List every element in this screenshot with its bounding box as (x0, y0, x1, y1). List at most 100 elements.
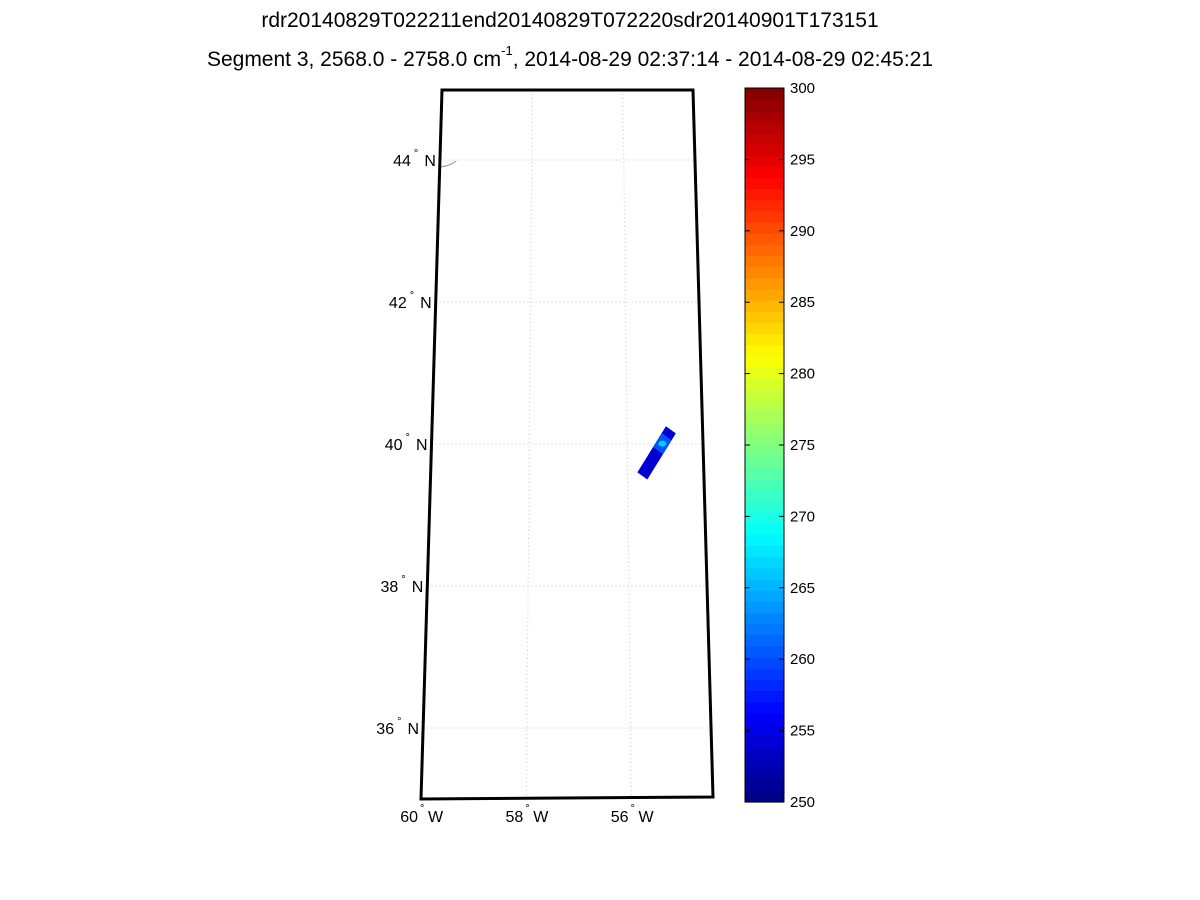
degree-symbol: ° (525, 803, 529, 815)
colorbar-segment (745, 188, 784, 201)
colorbar-segment (745, 456, 784, 468)
colorbar-tick-label: 255 (790, 723, 815, 740)
lat-tick-label: 44 ° N (393, 148, 436, 170)
coastline-fragment (439, 160, 457, 168)
longitude-labels: 60 ° W 58 ° W 56 ° W (400, 803, 654, 826)
colorbar-segment (745, 322, 784, 335)
colorbar-segment (745, 255, 784, 268)
colorbar-segment (745, 277, 784, 290)
colorbar-segment (745, 378, 784, 390)
colorbar-segment (745, 511, 784, 524)
colorbar-tick-label: 290 (790, 223, 815, 240)
colorbar-segment (745, 768, 784, 781)
degree-symbol: ° (401, 574, 405, 586)
colorbar-segment (745, 645, 784, 658)
lon-tick-label: 60 ° W (400, 803, 444, 826)
colorbar-segment (745, 612, 784, 625)
data-swath (637, 426, 676, 480)
colorbar-tick-label: 265 (790, 580, 815, 597)
colorbar-segment (745, 121, 784, 134)
lon-tick-label: 58 ° W (505, 803, 549, 826)
subtitle-superscript: -1 (501, 43, 513, 58)
colorbar-segment (745, 233, 784, 245)
colorbar-segment (745, 723, 784, 736)
colorbar-segment (745, 523, 784, 535)
lat-tick-value: 44 (393, 153, 411, 170)
colorbar-segment (745, 154, 784, 167)
latitude-labels: 44 ° N42 ° N40 ° N38 ° N36 ° N (376, 148, 436, 738)
colorbar-segment (745, 422, 784, 435)
degree-symbol: ° (406, 432, 410, 444)
colorbar-segment (745, 623, 784, 636)
colorbar-segment (745, 712, 784, 725)
lon-hemisphere: W (428, 809, 444, 826)
colorbar-tick-label: 275 (790, 437, 815, 454)
lon-tick-value: 58 (505, 809, 523, 826)
lat-hemisphere: N (416, 437, 428, 454)
colorbar-segment (745, 445, 784, 457)
colorbar-segment (745, 132, 784, 145)
colorbar-segment (745, 177, 784, 190)
colorbar-segment (745, 143, 784, 156)
lat-tick-label: 36 ° N (376, 716, 419, 738)
colorbar-segment (745, 757, 784, 770)
colorbar-segment (745, 578, 784, 591)
colorbar-segment (745, 433, 784, 446)
colorbar-tick-label: 250 (790, 794, 815, 811)
subtitle-prefix: Segment 3, 2568.0 - 2758.0 cm (206, 48, 502, 71)
colorbar-segment (745, 411, 784, 424)
degree-symbol: ° (420, 803, 424, 815)
lon-tick-value: 60 (400, 809, 418, 826)
colorbar-segment (745, 288, 784, 301)
colorbar-segment (745, 567, 784, 580)
colorbar-segment (745, 355, 784, 368)
map-graticule (420, 89, 712, 800)
colorbar-segment (745, 333, 784, 346)
colorbar-segment (745, 221, 784, 234)
lat-hemisphere: N (412, 579, 424, 596)
degree-symbol: ° (410, 290, 414, 302)
colorbar-segment (745, 389, 784, 401)
colorbar-segment (745, 556, 784, 569)
lat-hemisphere: N (424, 153, 436, 170)
colorbar-tick-label: 280 (790, 366, 815, 383)
colorbar-segment (745, 299, 784, 312)
colorbar-segment (745, 311, 784, 323)
lon-tick-value: 56 (611, 809, 629, 826)
colorbar-segment (745, 790, 784, 803)
lat-tick-label: 38 ° N (381, 574, 424, 596)
colorbar-segment (745, 746, 784, 758)
colorbar-tick-label: 295 (790, 151, 815, 168)
swath-peak (658, 440, 667, 447)
colorbar-segment (745, 467, 784, 480)
colorbar-segment (745, 244, 784, 256)
map-frame (419, 88, 715, 801)
colorbar-segment (745, 545, 784, 558)
lat-tick-label: 42 ° N (389, 290, 432, 312)
colorbar-segment (745, 88, 784, 100)
lat-tick-label: 40 ° N (385, 432, 428, 454)
degree-symbol: ° (397, 716, 401, 728)
swath-footprint (637, 426, 676, 480)
colorbar-segment (745, 634, 784, 647)
colorbar-segment (745, 478, 784, 491)
lon-tick-label: 56 ° W (611, 803, 655, 826)
colorbar-segment (745, 489, 784, 502)
colorbar-segment (745, 400, 784, 413)
colorbar-tick-label: 300 (790, 80, 815, 97)
degree-symbol: ° (414, 148, 418, 160)
colorbar-segment (745, 735, 784, 747)
colorbar-tick-label: 260 (790, 651, 815, 668)
colorbar-segment (745, 590, 784, 602)
lat-hemisphere: N (408, 721, 420, 738)
colorbar-segment (745, 779, 784, 792)
colorbar-segment (745, 110, 784, 123)
colorbar-segment (745, 534, 784, 547)
colorbar-segment (745, 266, 784, 279)
lat-hemisphere: N (420, 295, 432, 312)
subtitle-suffix: , 2014-08-29 02:37:14 - 2014-08-29 02:45… (512, 48, 934, 71)
colorbar-segment (745, 690, 784, 703)
colorbar-segment (745, 601, 784, 613)
lat-tick-value: 36 (376, 721, 394, 738)
lat-tick-value: 42 (389, 295, 407, 312)
